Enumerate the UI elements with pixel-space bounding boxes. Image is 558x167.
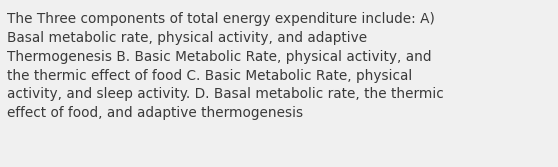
Text: The Three components of total energy expenditure include: A)
Basal metabolic rat: The Three components of total energy exp… (7, 12, 444, 120)
